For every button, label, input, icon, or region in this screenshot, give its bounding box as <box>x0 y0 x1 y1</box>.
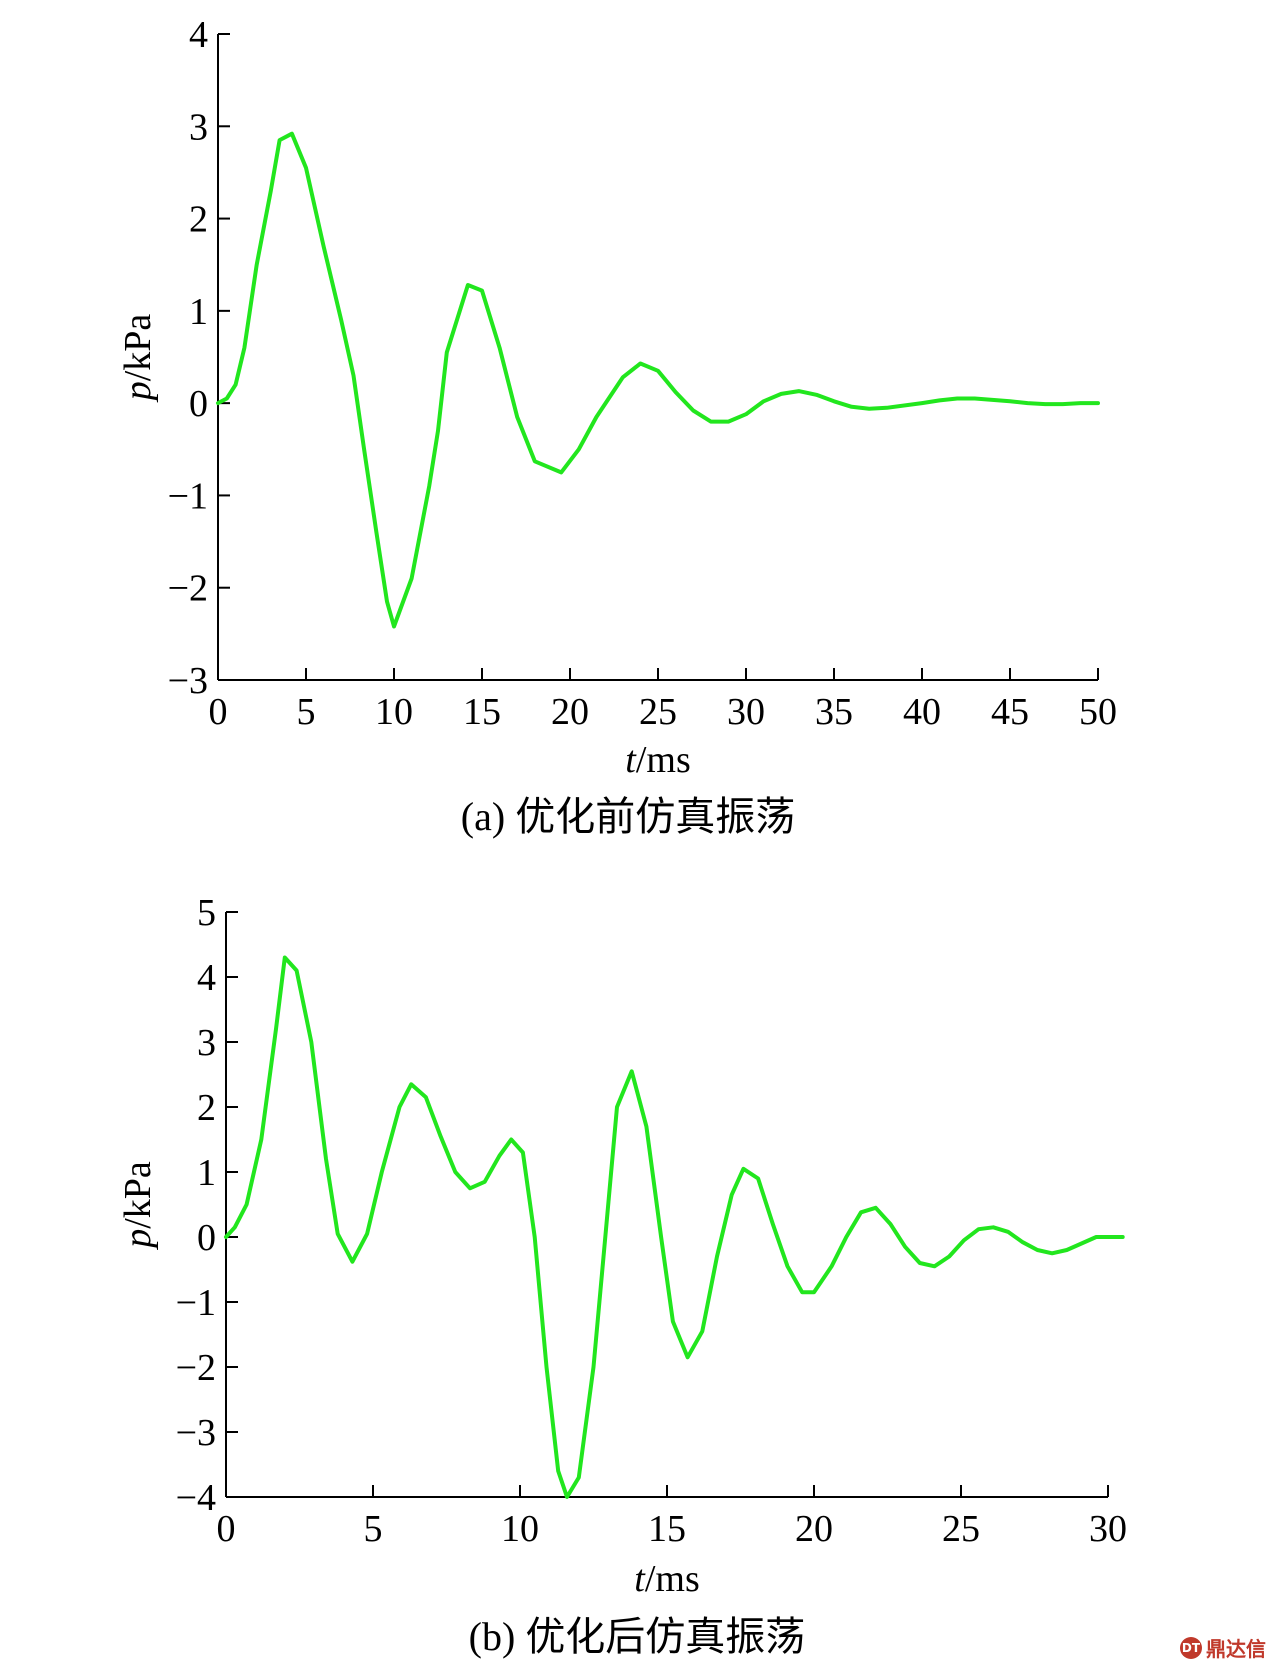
y-tick-label: −1 <box>176 1282 216 1324</box>
y-tick-label: 0 <box>189 383 208 425</box>
y-tick-label: −2 <box>176 1347 216 1389</box>
watermark-label: 鼎达信 <box>1206 1637 1266 1661</box>
x-axis-label-unit: /ms <box>636 739 691 781</box>
y-tick-label: 2 <box>197 1087 216 1129</box>
x-tick-label: 20 <box>795 1508 833 1550</box>
y-tick-label: −4 <box>176 1477 216 1519</box>
x-axis-label: t/ms <box>625 739 690 781</box>
x-tick-label: 0 <box>209 691 228 733</box>
y-axis-label: p/kPa <box>117 314 159 404</box>
y-tick-label: 0 <box>197 1217 216 1259</box>
x-axis-label: t/ms <box>634 1558 699 1600</box>
y-tick-label: −3 <box>168 660 208 702</box>
x-tick-label: 0 <box>217 1508 236 1550</box>
y-axis-label: p/kPa <box>117 1161 159 1251</box>
watermark: DT 鼎达信 <box>1180 1633 1266 1662</box>
y-tick-label: 4 <box>189 14 208 56</box>
y-tick-label: 2 <box>189 199 208 241</box>
y-axis-label-symbol: p <box>117 1229 159 1251</box>
y-tick-label: −3 <box>176 1412 216 1454</box>
series-line <box>224 955 1125 1499</box>
y-tick-label: 3 <box>189 106 208 148</box>
x-tick-label: 50 <box>1079 691 1117 733</box>
y-tick-label: 1 <box>197 1152 216 1194</box>
x-tick-label: 25 <box>639 691 677 733</box>
x-axis-label-unit: /ms <box>645 1558 700 1600</box>
x-tick-label: 45 <box>991 691 1029 733</box>
x-tick-label: 15 <box>463 691 501 733</box>
y-tick-label: −1 <box>168 475 208 517</box>
x-tick-label: 5 <box>364 1508 383 1550</box>
y-tick-label: −2 <box>168 568 208 610</box>
y-tick-label: 4 <box>197 957 216 999</box>
x-tick-label: 20 <box>551 691 589 733</box>
x-axis-label-symbol: t <box>625 739 637 781</box>
y-axis-label-unit: /kPa <box>117 314 159 382</box>
y-tick-label: 5 <box>197 892 216 934</box>
chart-caption: (a) 优化前仿真振荡 <box>461 794 795 839</box>
y-tick-label: 1 <box>189 291 208 333</box>
x-tick-label: 35 <box>815 691 853 733</box>
x-tick-label: 30 <box>1089 1508 1127 1550</box>
x-tick-label: 15 <box>648 1508 686 1550</box>
watermark-logo-icon: DT <box>1180 1636 1202 1659</box>
x-tick-label: 40 <box>903 691 941 733</box>
series-line <box>216 131 1100 629</box>
y-tick-label: 3 <box>197 1022 216 1064</box>
y-axis-label-unit: /kPa <box>117 1161 159 1229</box>
x-tick-label: 10 <box>501 1508 539 1550</box>
x-tick-label: 10 <box>375 691 413 733</box>
x-axis-label-symbol: t <box>634 1558 646 1600</box>
x-tick-label: 5 <box>297 691 316 733</box>
x-tick-label: 25 <box>942 1508 980 1550</box>
x-tick-label: 30 <box>727 691 765 733</box>
y-axis-label-symbol: p <box>117 381 159 403</box>
chart-caption: (b) 优化后仿真振荡 <box>469 1614 806 1659</box>
